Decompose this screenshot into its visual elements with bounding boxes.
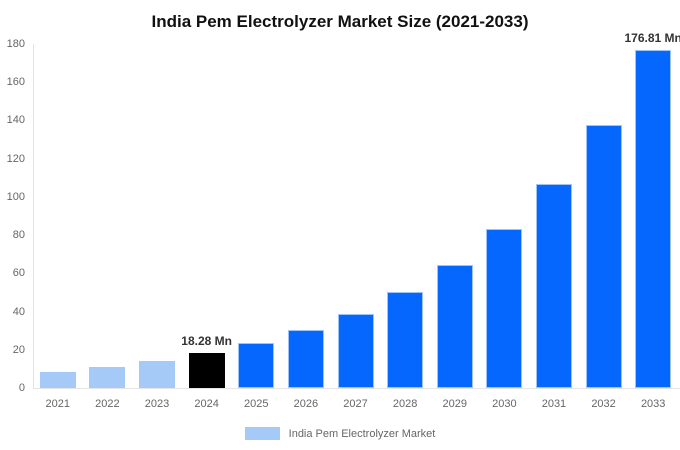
x-tick-2031: 2031	[541, 398, 567, 410]
bar-2021[interactable]	[39, 371, 76, 388]
y-tick-100: 100	[6, 190, 25, 203]
bar-2026[interactable]	[287, 330, 324, 388]
y-tick-180: 180	[6, 38, 25, 50]
chart-title: India Pem Electrolyzer Market Size (2021…	[151, 12, 529, 31]
legend-label: India Pem Electrolyzer Market	[288, 427, 436, 440]
x-tick-2032: 2032	[591, 398, 616, 410]
y-axis-line	[33, 44, 34, 388]
y-tick-140: 140	[6, 114, 25, 127]
bar-2028[interactable]	[387, 292, 424, 388]
annotation-2033: 176.81 Mn	[624, 31, 680, 46]
x-tick-2025: 2025	[244, 398, 269, 410]
x-tick-2022: 2022	[95, 398, 120, 410]
y-tick-120: 120	[6, 152, 25, 165]
x-tick-2033: 2033	[640, 398, 666, 410]
bar-2033[interactable]	[635, 50, 672, 388]
bar-2027[interactable]	[337, 313, 374, 388]
bar-2031[interactable]	[535, 183, 572, 388]
y-tick-160: 160	[6, 76, 25, 89]
x-tick-2023: 2023	[144, 398, 170, 410]
annotation-2024: 18.28 Mn	[181, 334, 232, 349]
x-tick-2024: 2024	[194, 398, 219, 410]
bar-2029[interactable]	[436, 264, 473, 388]
bar-2023[interactable]	[139, 360, 176, 388]
x-tick-2030: 2030	[492, 398, 517, 410]
legend-swatch	[244, 427, 280, 440]
x-tick-2021: 2021	[45, 398, 71, 410]
y-tick-40: 40	[12, 305, 25, 318]
x-tick-2028: 2028	[392, 398, 418, 410]
x-tick-2029: 2029	[442, 398, 467, 410]
x-axis-line	[33, 388, 680, 389]
x-tick-2026: 2026	[293, 398, 319, 410]
chart-legend[interactable]: India Pem Electrolyzer Market	[0, 427, 680, 440]
y-tick-60: 60	[12, 267, 25, 280]
bar-2025[interactable]	[238, 343, 275, 388]
x-tick-2027: 2027	[343, 398, 368, 410]
bar-2022[interactable]	[89, 366, 126, 388]
bar-2032[interactable]	[585, 125, 622, 388]
y-tick-80: 80	[12, 229, 25, 242]
y-tick-20: 20	[12, 343, 25, 356]
bar-2024[interactable]	[188, 353, 225, 388]
bar-2030[interactable]	[486, 229, 523, 388]
y-tick-0: 0	[18, 382, 25, 394]
